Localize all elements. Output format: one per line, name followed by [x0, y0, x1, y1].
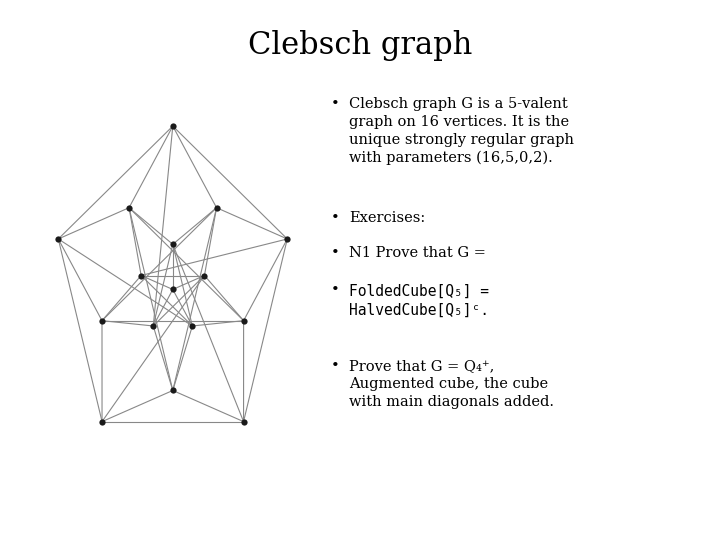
Text: FoldedCube[Q₅] =
HalvedCube[Q₅]ᶜ.: FoldedCube[Q₅] = HalvedCube[Q₅]ᶜ.: [349, 284, 489, 318]
Point: [167, 240, 179, 248]
Text: •: •: [330, 97, 339, 111]
Text: Clebsch graph: Clebsch graph: [248, 30, 472, 60]
Text: •: •: [330, 246, 339, 260]
Text: Prove that G = Q₄⁺,
Augmented cube, the cube
with main diagonals added.: Prove that G = Q₄⁺, Augmented cube, the …: [349, 359, 554, 409]
Text: •: •: [330, 359, 339, 373]
Point: [135, 271, 147, 280]
Point: [167, 285, 179, 294]
Point: [96, 417, 108, 426]
Text: N1 Prove that G =: N1 Prove that G =: [349, 246, 486, 260]
Point: [238, 417, 249, 426]
Point: [148, 322, 159, 330]
Point: [167, 386, 179, 395]
Point: [167, 122, 179, 130]
Point: [211, 204, 222, 212]
Point: [238, 316, 249, 325]
Point: [53, 235, 64, 244]
Text: •: •: [330, 211, 339, 225]
Text: •: •: [330, 284, 339, 298]
Text: Clebsch graph G is a 5-valent
graph on 16 vertices. It is the
unique strongly re: Clebsch graph G is a 5-valent graph on 1…: [349, 97, 575, 165]
Point: [186, 322, 198, 330]
Point: [96, 316, 108, 325]
Point: [123, 204, 135, 212]
Point: [199, 271, 210, 280]
Text: Exercises:: Exercises:: [349, 211, 426, 225]
Point: [282, 235, 293, 244]
